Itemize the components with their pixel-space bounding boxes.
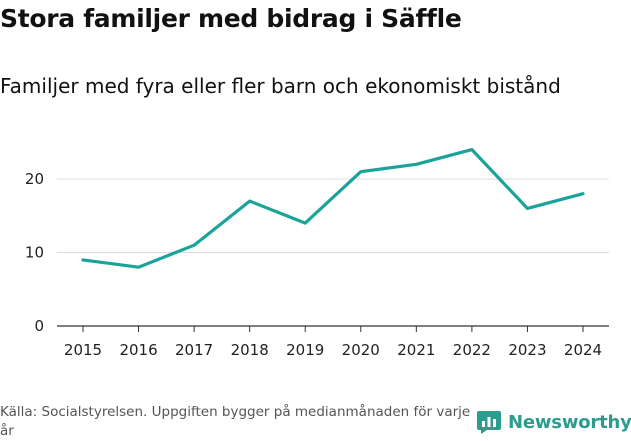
y-tick-label: 0 [34,317,44,335]
x-tick-label: 2021 [397,341,435,359]
x-tick-label: 2015 [64,341,102,359]
x-tick-label: 2017 [175,341,213,359]
x-tick-label: 2022 [453,341,491,359]
x-tick-label: 2020 [342,341,380,359]
series-line [81,148,585,269]
x-tick-label: 2023 [508,341,546,359]
x-tick-label: 2018 [231,341,269,359]
brand-logo: Newsworthy [476,409,631,435]
x-tick-label: 2016 [119,341,157,359]
gridlines [57,178,609,327]
source-note: Källa: Socialstyrelsen. Uppgiften bygger… [0,404,471,439]
newsworthy-logo-icon [477,411,501,434]
x-tick-label: 2024 [564,341,602,359]
brand-name: Newsworthy [508,411,631,433]
y-tick-label: 10 [25,244,44,262]
chart-subtitle: Familjer med fyra eller fler barn och ek… [0,74,561,98]
series [81,148,585,269]
x-tick-label: 2019 [286,341,324,359]
x-axis-ticks: 2015 2016 2017 2018 2019 2020 2021 2022 2023 2024 [64,326,602,359]
chart-title: Stora familjer med bidrag i Säffle [0,4,462,33]
y-tick-label: 20 [25,170,44,188]
y-axis-ticks: 0 10 20 [25,170,44,335]
